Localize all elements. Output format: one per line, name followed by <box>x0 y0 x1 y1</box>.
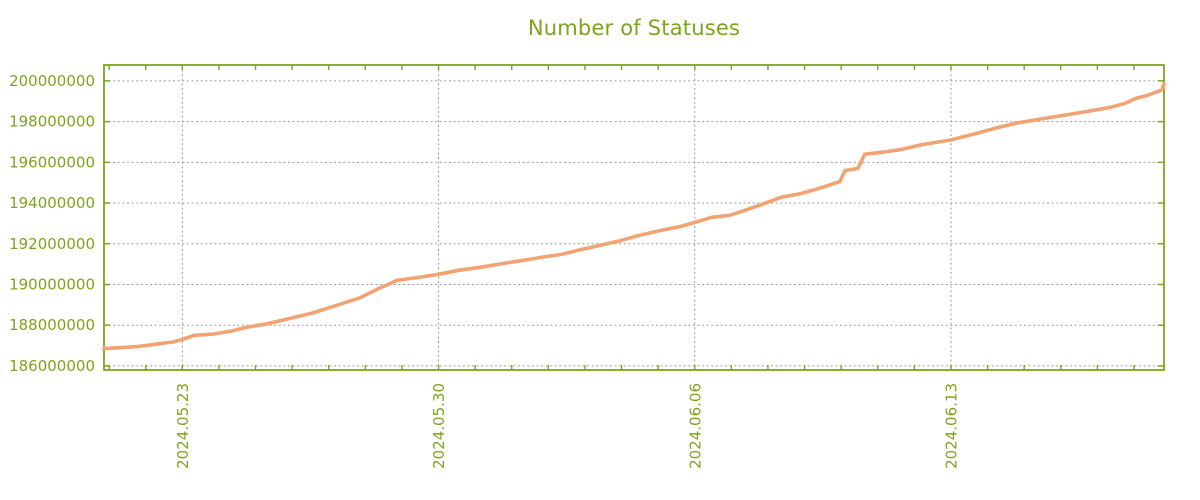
y-tick-label: 196000000 <box>9 153 95 171</box>
statuses-line <box>102 82 1166 351</box>
y-tick-label: 198000000 <box>9 113 95 131</box>
y-tick-label: 194000000 <box>9 194 95 212</box>
y-tick-label: 186000000 <box>9 357 95 375</box>
y-tick-label: 200000000 <box>9 72 95 90</box>
x-tick-label: 2024.06.13 <box>942 383 960 469</box>
y-tick-label: 192000000 <box>9 235 95 253</box>
x-tick-label: 2024.05.23 <box>174 383 192 469</box>
x-tick-label: 2024.05.30 <box>430 383 448 469</box>
chart-title: Number of Statuses <box>527 16 741 40</box>
plot-border <box>103 64 1165 371</box>
x-tick-label: 2024.06.06 <box>686 383 704 469</box>
y-tick-label: 188000000 <box>9 316 95 334</box>
y-tick-label: 190000000 <box>9 275 95 293</box>
